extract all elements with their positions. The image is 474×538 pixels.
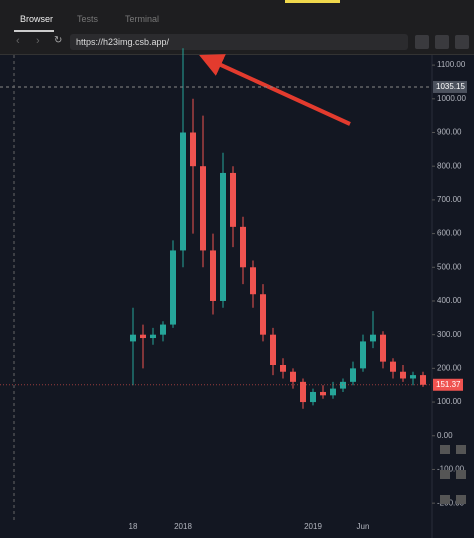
y-tick-label: 600.00	[437, 229, 462, 238]
y-tick-label: -100.00	[437, 465, 465, 474]
tab[interactable]: Browser	[20, 14, 54, 24]
menu-button[interactable]	[455, 35, 469, 49]
candle-body	[390, 361, 396, 372]
nav-bar: ‹ › ↻ https://h23img.csb.app/	[0, 32, 474, 55]
url-bar[interactable]: https://h23img.csb.app/	[70, 34, 408, 50]
y-tick-label: 900.00	[437, 128, 462, 137]
candle-body	[320, 391, 326, 396]
plot: 1100.00 1000.00 900.00 800.00 700.00 600.00 50…	[129, 48, 466, 531]
reload-button[interactable]: ↻	[54, 35, 63, 46]
candle-body	[380, 334, 386, 362]
candle-body	[330, 388, 336, 396]
candle-body	[160, 324, 166, 335]
y-tick-label: 300.00	[437, 330, 462, 339]
active-indicator	[14, 30, 54, 32]
candle-body	[240, 226, 246, 268]
tool-button[interactable]	[456, 495, 466, 504]
candle-body	[140, 334, 146, 339]
highlight	[285, 0, 340, 3]
y-tick-label: 100.00	[437, 397, 462, 406]
y-tick-label: 500.00	[437, 262, 462, 271]
tool-button[interactable]	[440, 445, 450, 454]
candle-body	[260, 294, 266, 335]
candle-body	[420, 375, 426, 385]
y-tick-label: 0.00	[437, 431, 453, 440]
y-tick-label: 700.00	[437, 195, 462, 204]
annotation-arrow	[199, 54, 351, 126]
y-tick-label: 800.00	[437, 161, 462, 170]
candle-body	[180, 132, 186, 251]
candle-body	[130, 334, 136, 342]
tab[interactable]: Terminal	[125, 14, 160, 24]
last-price-tag	[433, 378, 463, 391]
candle-body	[310, 391, 316, 403]
candle-body	[210, 250, 216, 301]
x-tick-label: 2019	[304, 522, 322, 531]
y-tick-label: -200.00	[437, 498, 465, 507]
devtools-button[interactable]	[415, 35, 429, 49]
candle-body	[410, 375, 416, 379]
open-button[interactable]	[435, 35, 449, 49]
candle-body	[360, 341, 366, 369]
candle-body	[220, 172, 226, 301]
tab-bar: Browser Tests Terminal	[0, 0, 474, 32]
candle-body	[290, 371, 296, 382]
last-price-label: 151.37	[436, 380, 461, 389]
tool-button[interactable]	[440, 495, 450, 504]
forward-button[interactable]: ›	[36, 35, 40, 47]
y-tick-label: 1100.00	[437, 60, 466, 69]
y-tick-label: 200.00	[437, 363, 462, 372]
candle-body	[300, 381, 306, 403]
candle-body	[270, 334, 276, 365]
candle-body	[250, 267, 256, 295]
candle-body	[190, 132, 196, 167]
x-tick-label: Jun	[357, 522, 370, 531]
tool-button[interactable]	[440, 470, 450, 479]
candle-body	[350, 368, 356, 382]
y-tick-label: 400.00	[437, 296, 462, 305]
x-tick-label: 2018	[174, 522, 192, 531]
back-button[interactable]: ‹	[16, 35, 20, 47]
y-tick-label: 1000.00	[437, 94, 466, 103]
candle-body	[400, 371, 406, 379]
x-tick-label: 18	[129, 522, 138, 531]
tab[interactable]: Tests	[77, 14, 99, 24]
crosshair-label: 1035.15	[436, 82, 465, 91]
candle-body	[170, 250, 176, 325]
tool-button[interactable]	[456, 470, 466, 479]
crosshair-tag	[433, 80, 467, 93]
candle-body	[150, 334, 156, 339]
candle-body	[280, 365, 286, 372]
candle-body	[230, 172, 236, 227]
tool-button[interactable]	[456, 445, 466, 454]
candle-body	[370, 334, 376, 342]
candle-body	[200, 166, 206, 251]
